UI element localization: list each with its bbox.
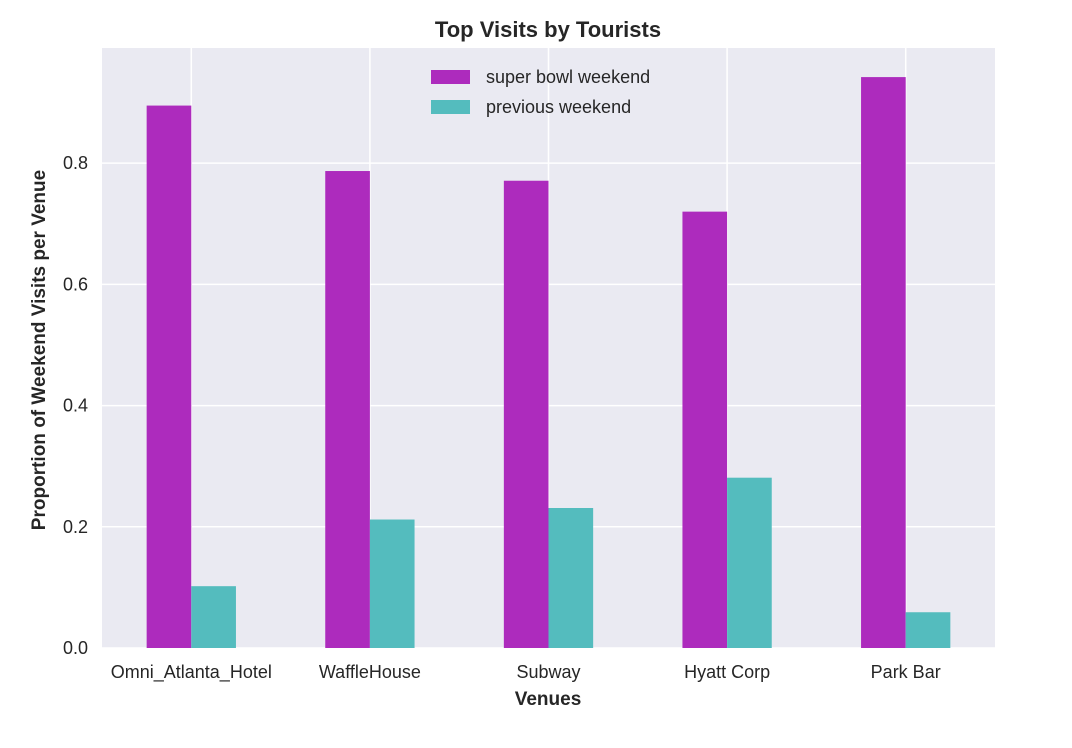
y-tick-label: 0.6 bbox=[63, 274, 88, 294]
bars bbox=[146, 77, 951, 649]
x-tick-label: Hyatt Corp bbox=[684, 662, 770, 682]
x-axis-ticks: Omni_Atlanta_Hotel WaffleHouse Subway Hyatt… bbox=[111, 662, 941, 683]
y-axis-ticks: 0.0 0.2 0.4 0.6 0.8 bbox=[63, 153, 88, 658]
x-tick-label: Omni_Atlanta_Hotel bbox=[111, 662, 272, 683]
bar-super-bowl-4 bbox=[861, 77, 906, 648]
bar-super-bowl-3 bbox=[682, 211, 728, 649]
legend: super bowl weekend previous weekend bbox=[431, 67, 650, 117]
legend-label: super bowl weekend bbox=[486, 67, 650, 87]
bar-super-bowl-2 bbox=[503, 180, 549, 648]
legend-swatch bbox=[431, 100, 470, 114]
bar-previous-1 bbox=[369, 519, 415, 648]
legend-label: previous weekend bbox=[486, 97, 631, 117]
y-tick-label: 0.0 bbox=[63, 638, 88, 658]
bar-previous-2 bbox=[548, 508, 594, 648]
x-tick-label: WaffleHouse bbox=[319, 662, 421, 682]
y-tick-label: 0.4 bbox=[63, 396, 88, 416]
x-axis-label: Venues bbox=[515, 689, 582, 710]
y-tick-label: 0.2 bbox=[63, 517, 88, 537]
bar-previous-3 bbox=[727, 477, 772, 648]
y-tick-label: 0.8 bbox=[63, 153, 88, 173]
x-tick-label: Subway bbox=[516, 662, 580, 682]
bar-super-bowl-0 bbox=[146, 105, 192, 649]
bar-previous-0 bbox=[191, 586, 236, 648]
bar-previous-4 bbox=[905, 612, 951, 648]
y-axis-label: Proportion of Weekend Visits per Venue bbox=[29, 170, 50, 530]
bar-super-bowl-1 bbox=[325, 171, 370, 648]
chart-title: Top Visits by Tourists bbox=[435, 17, 661, 42]
x-tick-label: Park Bar bbox=[871, 662, 941, 682]
legend-swatch bbox=[431, 70, 470, 84]
